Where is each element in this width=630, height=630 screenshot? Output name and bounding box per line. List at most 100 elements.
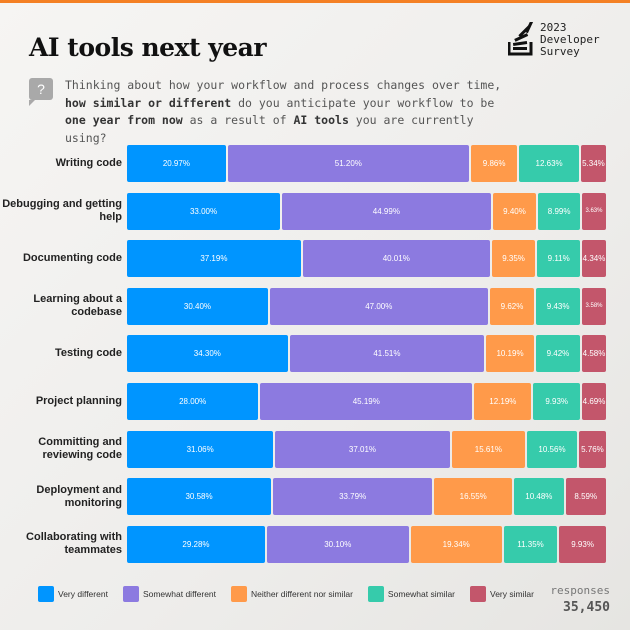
bar-row: Deployment and monitoring 30.58% 33.79% 16.… [0, 478, 630, 516]
bar-segment-neither-different-nor-similar: 12.19% [474, 383, 532, 420]
bar-segment-somewhat-similar: 9.93% [533, 383, 580, 420]
bar-segment-somewhat-different: 44.99% [282, 192, 491, 230]
bar-segment-somewhat-different: 41.51% [289, 335, 485, 373]
category-label: Writing code [55, 157, 122, 169]
bar-segment-very-different: 20.97% [127, 145, 226, 182]
bar-segment-somewhat-different: 45.19% [260, 383, 473, 420]
bar-segment-somewhat-similar: 10.56% [527, 430, 577, 468]
legend-label: Somewhat different [142, 589, 217, 599]
category-label: Learning about a codebase [33, 293, 122, 319]
bar-segment-very-similar: 9.93% [559, 525, 606, 563]
legend-item: Neither different nor similar [231, 586, 353, 602]
bar-segment-very-different: 28.00% [127, 383, 259, 420]
bar-segment-neither-different-nor-similar: 9.62% [489, 287, 535, 325]
bar-segment-somewhat-similar: 9.42% [535, 335, 580, 373]
bar-segment-somewhat-similar: 8.99% [538, 192, 580, 230]
bar-row: Committing and reviewing code 31.06% 37.01… [0, 430, 630, 468]
question-segment: AI tools [293, 113, 349, 127]
bar-row: Documenting code 37.19% 40.01% 9.35% 9.11% 4.… [0, 240, 630, 278]
question-mark-icon: ? [29, 78, 53, 106]
question-text: Thinking about how your workflow and pro… [65, 77, 515, 147]
bar-row: Debugging and getting help 33.00% 44.99% 9.… [0, 192, 630, 230]
stacked-bar: 28.00% 45.19% 12.19% 9.93% 4.69% [127, 383, 606, 420]
category-label: Documenting code [22, 252, 122, 265]
category-label: Committing and reviewing code [38, 436, 122, 462]
legend-swatch [367, 586, 384, 602]
bar-segment-very-similar: 3.63% [581, 192, 606, 230]
question-segment: as a result of [182, 113, 294, 127]
legend-label: Somewhat similar [387, 589, 455, 599]
question-segment: Thinking about how your workflow and pro… [65, 78, 502, 92]
bar-segment-very-similar: 4.34% [581, 240, 606, 278]
legend-item: Somewhat different [122, 586, 217, 602]
bar-row: Learning about a codebase 30.40% 47.00% 9.6… [0, 287, 630, 325]
bar-segment-somewhat-similar: 9.43% [536, 287, 580, 325]
bar-segment-somewhat-different: 40.01% [302, 240, 490, 278]
bar-row: Collaborating with teammates 29.28% 30.10%… [0, 525, 630, 563]
bar-segment-very-similar: 3.58% [582, 287, 606, 325]
stacked-bar: 20.97% 51.20% 9.86% 12.63% 5.34% [127, 145, 606, 182]
category-label: Debugging and getting help [2, 198, 122, 224]
bar-segment-very-different: 34.30% [127, 335, 288, 373]
bar-segment-somewhat-different: 33.79% [273, 478, 433, 516]
legend: Very different Somewhat different Neither … [38, 586, 549, 602]
bar-segment-neither-different-nor-similar: 19.34% [410, 525, 502, 563]
bar-segment-very-similar: 4.58% [582, 335, 606, 373]
bar-segment-neither-different-nor-similar: 9.40% [492, 192, 537, 230]
bar-segment-very-similar: 5.34% [580, 145, 606, 182]
bar-segment-very-similar: 8.59% [565, 478, 606, 516]
page-title: AI tools next year [29, 33, 267, 62]
question-segment: how similar or different [65, 95, 232, 110]
bar-segment-somewhat-different: 47.00% [269, 287, 488, 325]
bar-segment-somewhat-similar: 12.63% [519, 145, 579, 182]
bar-segment-very-different: 33.00% [127, 192, 281, 230]
legend-swatch [38, 586, 54, 602]
question-segment: do you anticipate your workflow to be [231, 95, 495, 110]
bar-segment-neither-different-nor-similar: 9.35% [491, 240, 536, 278]
legend-item: Very similar [470, 586, 534, 602]
survey-logo: 2023 Developer Survey [508, 22, 600, 58]
bar-segment-somewhat-similar: 10.48% [514, 478, 564, 516]
bar-segment-very-similar: 4.69% [582, 383, 606, 420]
stacked-bar: 30.40% 47.00% 9.62% 9.43% 3.58% [127, 287, 606, 325]
logo-year: 2023 [540, 21, 567, 34]
top-accent-bar [0, 0, 630, 3]
bar-segment-very-different: 31.06% [127, 430, 274, 468]
legend-swatch [122, 586, 139, 602]
bar-segment-very-different: 29.28% [127, 525, 265, 563]
legend-label: Very similar [490, 589, 534, 599]
bar-segment-somewhat-different: 51.20% [227, 145, 469, 182]
logo-line-3: Survey [540, 45, 580, 58]
stacked-bar: 29.28% 30.10% 19.34% 11.35% 9.93% [127, 525, 606, 563]
bar-row: Project planning 28.00% 45.19% 12.19% 9.93% 4… [0, 383, 630, 420]
bar-segment-somewhat-similar: 9.11% [537, 240, 580, 278]
stacked-bar: 33.00% 44.99% 9.40% 8.99% 3.63% [127, 192, 606, 230]
responses-value: 35,450 [563, 600, 610, 615]
legend-swatch [231, 586, 248, 602]
bar-segment-very-similar: 5.76% [578, 430, 606, 468]
bar-segment-very-different: 30.58% [127, 478, 272, 516]
bar-segment-neither-different-nor-similar: 16.55% [434, 478, 513, 516]
responses-count: responses 35,450 [550, 584, 610, 615]
legend-swatch [470, 586, 486, 602]
bar-segment-neither-different-nor-similar: 9.86% [470, 145, 518, 182]
stacked-bar: 34.30% 41.51% 10.19% 9.42% 4.58% [127, 335, 606, 373]
stacked-bar: 30.58% 33.79% 16.55% 10.48% 8.59% [127, 478, 606, 516]
stacked-bar: 31.06% 37.01% 15.61% 10.56% 5.76% [127, 430, 606, 468]
bar-segment-somewhat-different: 37.01% [275, 430, 450, 468]
bar-segment-very-different: 30.40% [127, 287, 268, 325]
category-label: Testing code [54, 347, 122, 360]
bar-segment-neither-different-nor-similar: 15.61% [451, 430, 526, 468]
stack-overflow-logo-icon [508, 22, 534, 56]
bar-segment-somewhat-different: 30.10% [266, 525, 409, 563]
responses-label: responses [550, 584, 610, 597]
bar-segment-very-different: 37.19% [127, 240, 301, 278]
bar-row: Writing code 20.97% 51.20% 9.86% 12.63% 5.34% [0, 145, 630, 182]
category-label: Project planning [35, 395, 122, 407]
bar-segment-somewhat-similar: 11.35% [503, 525, 558, 563]
question-segment: you are currently using? [65, 113, 474, 145]
question-segment: one year from now [65, 113, 183, 127]
legend-item: Very different [38, 586, 108, 602]
legend-label: Neither different nor similar [251, 589, 353, 599]
category-label: Deployment and monitoring [36, 483, 122, 509]
